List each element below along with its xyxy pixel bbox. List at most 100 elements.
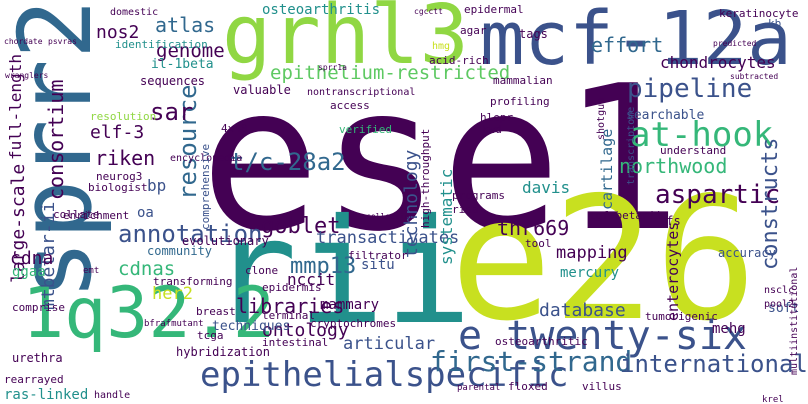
word: tgf-betarii (589, 209, 662, 222)
word: handle (94, 390, 131, 401)
word: systematic (437, 168, 456, 265)
word: acid-rich (429, 54, 489, 67)
word: tcga (197, 329, 224, 342)
word: floxed (508, 380, 548, 393)
word: wranglers (5, 71, 49, 80)
word: bfrafmutant (144, 319, 204, 329)
word: e26 (450, 161, 758, 359)
word: articular (343, 334, 436, 354)
word: mcf-12a (480, 0, 792, 82)
word: subtracted (730, 72, 779, 81)
word: techniques (212, 319, 291, 334)
word: oa (137, 205, 154, 221)
word: 1q32.2 (22, 272, 275, 354)
word: nontranscriptional (307, 87, 416, 98)
word: comprise (12, 301, 65, 314)
word: epithelium-restricted (270, 62, 511, 84)
word: shotgun (596, 97, 607, 140)
word: e twenty-six (458, 313, 747, 359)
word: cdna (10, 248, 54, 269)
word: understand (660, 144, 727, 157)
word: ggaa (12, 264, 46, 280)
word: nsclc (764, 285, 795, 296)
word: sprr1a (318, 63, 347, 72)
word: transforming (153, 275, 233, 288)
word: accuracy (718, 246, 776, 260)
word: keratinocyte (719, 7, 799, 20)
word: villus (582, 380, 622, 393)
word: collection (366, 212, 415, 221)
word: database (539, 300, 626, 321)
word: international (620, 350, 808, 378)
word: enrichment (63, 209, 130, 222)
word: her2 (152, 284, 193, 304)
word: pipeline (627, 74, 753, 104)
word: nccit (287, 270, 336, 289)
word: consortium (44, 79, 68, 200)
word: profiling (490, 95, 550, 108)
word: identification (115, 38, 208, 51)
word: rii (210, 188, 472, 357)
word: tags (519, 27, 548, 41)
word: cryptochromes (310, 317, 397, 330)
word: cgcctt (414, 7, 443, 16)
word: osteoarthritis (262, 2, 381, 18)
word: ese1 (200, 43, 682, 276)
word: mmp13 (290, 254, 357, 279)
word: predicted (713, 39, 757, 48)
word: davis (522, 178, 571, 197)
word: at-hook (630, 115, 774, 155)
word: first-strand (430, 345, 633, 378)
word: breast (196, 305, 236, 318)
word: cartilage (598, 128, 616, 210)
word: emt (83, 266, 100, 276)
word: filtrator (348, 249, 408, 262)
word: mapping (556, 243, 628, 263)
word: full-length (6, 54, 25, 160)
word: parental (457, 383, 501, 393)
word: annotation (118, 220, 263, 248)
word: genome (156, 40, 225, 62)
word: sequences (140, 74, 206, 88)
word: mercury (560, 265, 620, 281)
word: elf-3 (90, 122, 145, 143)
word: il-1beta (151, 57, 214, 72)
word: nos2 (96, 22, 140, 43)
word: epidermis (262, 281, 322, 294)
word: riken (95, 146, 156, 170)
word: clone (245, 264, 279, 277)
word: urethra (12, 351, 63, 365)
word: biologist (88, 181, 148, 194)
word: tfs (659, 214, 681, 228)
word: aspartic (655, 180, 781, 210)
word: 4x48 (221, 122, 248, 135)
word: hmg (432, 41, 451, 52)
word: transactivates (316, 228, 460, 248)
word: intestinal (262, 336, 329, 349)
word: mammary (320, 297, 380, 313)
word: cdnas (118, 258, 176, 280)
word: tumorigenic (645, 310, 718, 323)
word: t/c-28a2 (230, 148, 346, 176)
word: mehg (712, 321, 746, 337)
word: searchable (626, 108, 705, 123)
word: ontology (262, 320, 349, 341)
word: chondrocytes (660, 53, 776, 72)
word: comprehensive (199, 143, 212, 230)
word: situ (361, 257, 395, 273)
word: terminal (262, 309, 315, 322)
word: hlepr (480, 111, 514, 124)
word: soft (768, 301, 800, 316)
word: risa (452, 203, 479, 216)
word: encyclopedia (170, 153, 243, 164)
word: bp (147, 176, 167, 195)
word: access (330, 99, 370, 112)
word: transcriptome (626, 106, 637, 185)
word: enterocytes (664, 221, 682, 321)
word: osteoarthritic (495, 335, 588, 348)
word: tool (525, 237, 552, 250)
word: domestic (110, 7, 159, 18)
word: effort (591, 33, 664, 57)
word: ras-linked (4, 387, 89, 403)
